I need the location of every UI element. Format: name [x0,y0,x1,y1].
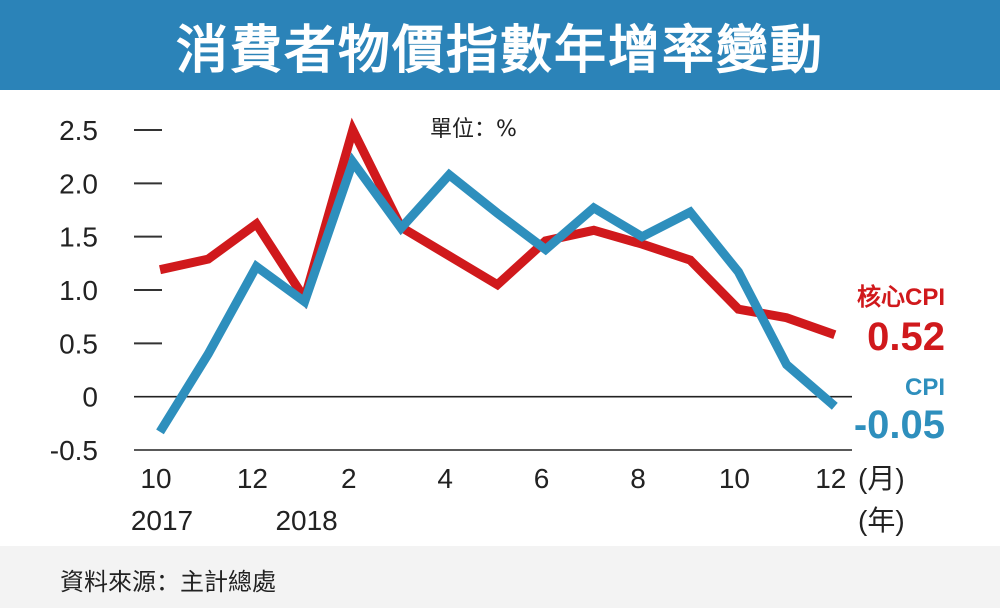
y-tick-label: 0.5 [59,328,98,359]
cpi-end-value: -0.05 [854,403,945,447]
y-tick-label: -0.5 [50,435,98,466]
x-tick-label: 12 [237,463,268,494]
y-tick-label: 0 [82,382,98,413]
x-unit-label: (月) [858,463,905,494]
x-tick-label: 6 [534,463,550,494]
cpi-legend-label: CPI [905,374,945,401]
x-unit-label: (年) [858,505,905,536]
core-cpi-legend-label: 核心CPI [857,283,945,311]
x-tick-label: 12 [815,463,846,494]
core-cpi-line [159,117,837,340]
x-tick-label: 8 [630,463,646,494]
cpi-line [156,152,838,435]
core-cpi-end-value: 0.52 [867,315,945,359]
x-tick-label: 2 [341,463,357,494]
x-tick-label: 4 [437,463,453,494]
y-tick-label: 2.5 [59,115,98,146]
source-footer: 資料來源：主計總處 [0,546,1000,608]
y-tick-label: 2.0 [59,168,98,199]
y-tick-label: 1.5 [59,222,98,253]
unit-label: 單位：% [430,117,517,142]
chart-title-bar: 消費者物價指數年增率變動 [0,0,1000,90]
chart-title: 消費者物價指數年增率變動 [175,20,824,81]
year-label: 2017 [131,505,193,536]
source-note: 資料來源：主計總處 [60,568,276,596]
x-tick-label: 10 [140,463,171,494]
y-tick-label: 1.0 [59,275,98,306]
x-tick-label: 10 [719,463,750,494]
year-label: 2018 [275,505,337,536]
line-chart: 2.5 2.0 1.5 1.0 0.5 0 -0.5 10 12 2 4 6 8 10 12 2017 2018… [50,115,945,536]
